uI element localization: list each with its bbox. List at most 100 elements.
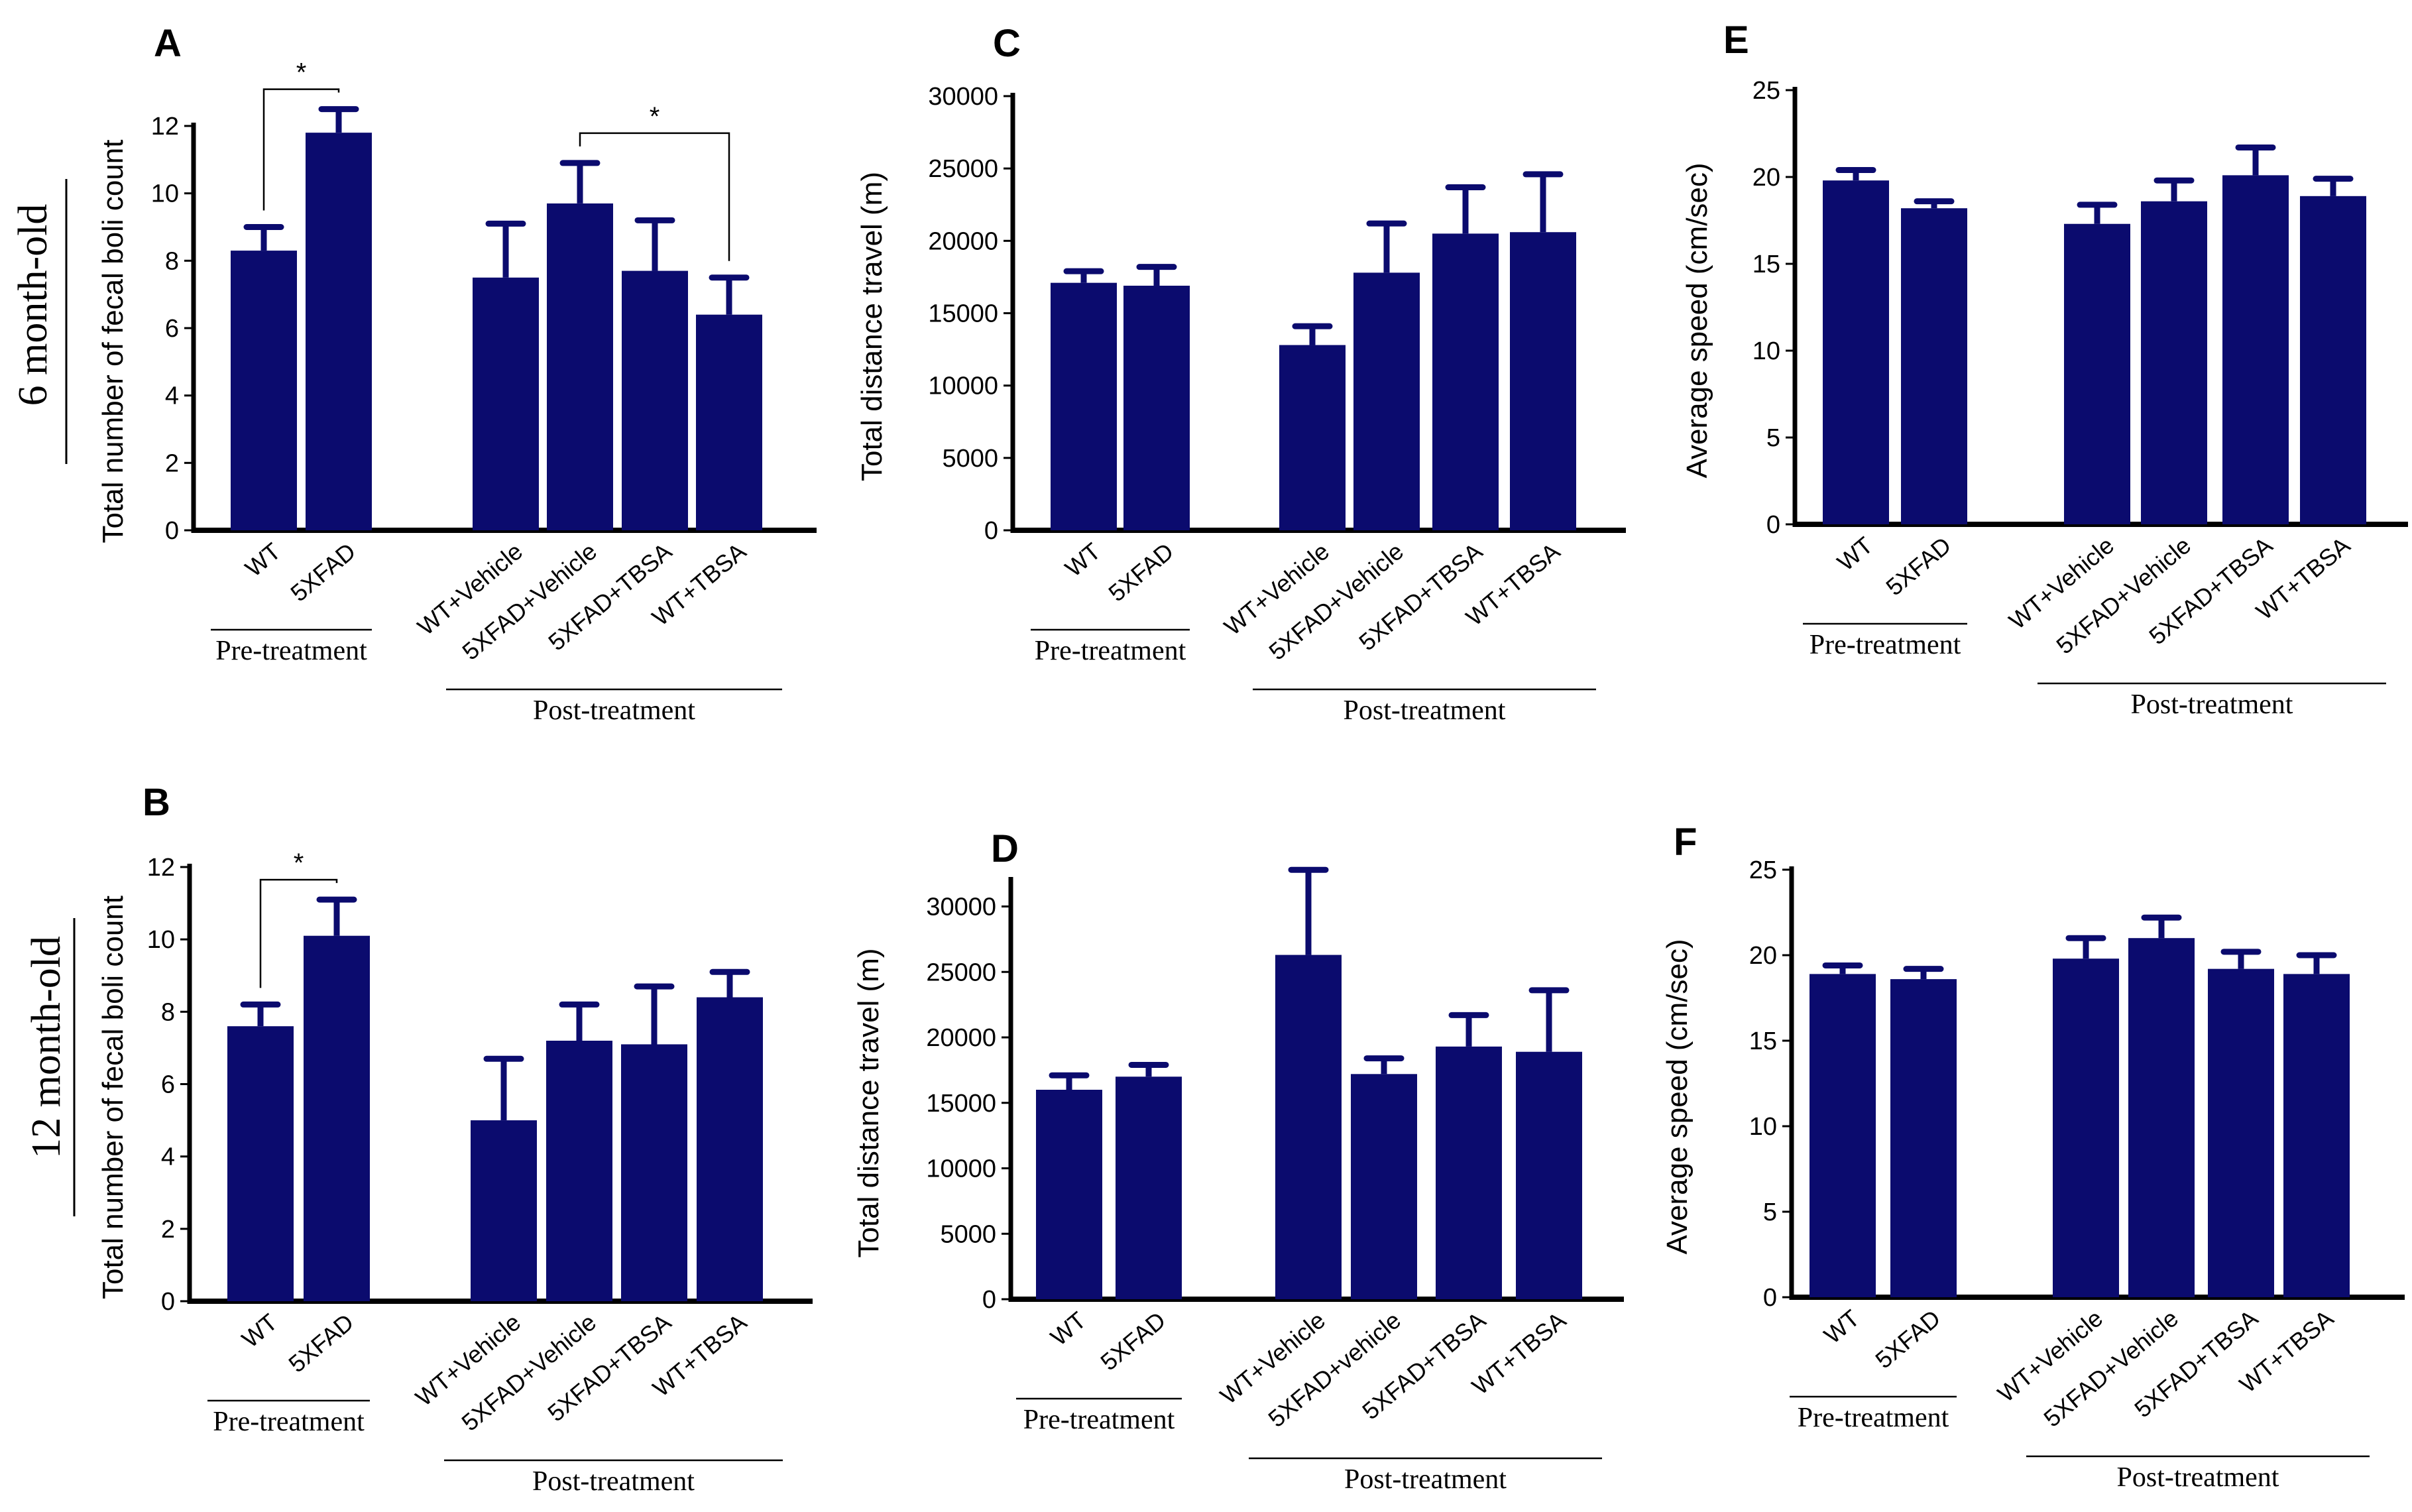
y-tick-label: 10 [1752,337,1780,365]
panel-c: C Total distance travel (m) 0 5000 10000 1500… [856,22,1626,726]
y-tick-label: 10000 [928,373,998,400]
bar [1890,979,1957,1297]
group-label: Post-treatment [2117,1462,2279,1493]
y-tick-label: 0 [1763,1284,1777,1312]
group-label: Post-treatment [2131,689,2293,720]
significance-bracket [579,132,730,261]
bar [1436,1046,1502,1299]
y-tick-label: 10 [147,926,175,954]
y-tick-label: 2 [161,1216,175,1244]
x-tick-label: 5XFAD [283,1308,359,1378]
y-tick-label: 15000 [926,1090,996,1118]
bar [621,1044,687,1301]
x-tick-label: 5XFAD [1095,1307,1171,1376]
x-tick-label: WT [240,538,286,582]
panel-a: A Total number of fecal boli count 0 2 4 6 8 10… [97,22,817,726]
group-label: Post-treatment [1344,695,1506,726]
group-label: Pre-treatment [1798,1403,1949,1433]
y-tick-label: 6 [165,315,179,343]
bar [2064,223,2130,524]
bar [2128,938,2195,1297]
group-label: Pre-treatment [1035,636,1186,666]
y-tick-label: 25000 [928,155,998,183]
significance-marker: * [650,102,660,131]
bar [1353,272,1420,530]
bar [2283,974,2350,1297]
bar [1275,955,1342,1299]
y-tick-label: 20 [1752,164,1780,192]
y-axis-label-e: Average speed (cm/sec) [1681,162,1713,478]
y-tick-label: 0 [1766,511,1780,539]
panel-d: D Total distance travel (m) 0 5000 10000 1500… [852,827,1624,1495]
panel-letter-e: E [1723,19,1749,62]
y-tick-label: 0 [982,1286,996,1314]
y-tick-label: 10 [1749,1113,1777,1141]
group-label: Pre-treatment [213,1407,365,1437]
y-tick-label: 15 [1749,1027,1777,1055]
row-label-6-month-text: 6 month-old [11,204,56,406]
y-tick-label: 10000 [926,1155,996,1183]
x-tick-label: WT [1060,538,1106,582]
x-tick-label: 5XFAD+Vehicle [2038,1305,2183,1432]
y-tick-label: 20000 [928,227,998,255]
bar [2053,959,2119,1297]
bar [2222,175,2289,524]
y-tick-label: 8 [165,247,179,275]
panel-letter-f: F [1674,821,1697,864]
chart-panels: A Total number of fecal boli count 0 2 4 6 8 10… [97,19,2408,1497]
y-tick-label: 6 [161,1071,175,1099]
significance-bracket [259,878,338,988]
significance-marker: * [296,58,307,87]
bar [1279,345,1346,530]
panel-letter-d: D [991,827,1019,870]
panel-letter-b: B [143,781,170,824]
y-tick-label: 20 [1749,942,1777,970]
y-tick-label: 20000 [926,1024,996,1052]
bar [1823,180,1889,524]
row-label-6-month: 6 month-old [11,179,68,464]
y-axis-label-a: Total number of fecal boli count [97,139,129,543]
bar [1051,282,1117,530]
bar [231,251,297,530]
x-tick-label: 5XFAD+Vehicle [457,538,602,666]
x-tick-label: 5XFAD+Vehicle [1263,538,1408,666]
y-tick-label: 10 [151,180,179,208]
x-tick-label: WT [1819,1305,1865,1349]
y-tick-label: 5000 [942,445,998,473]
x-tick-label: WT [1832,532,1878,576]
y-axis-label-b: Total number of fecal boli count [97,896,129,1299]
bar [546,1041,612,1301]
y-tick-label: 15000 [928,300,998,328]
x-tick-label: WT [1045,1307,1091,1351]
panel-b: B Total number of fecal boli count 0 2 4 6 8 10… [97,781,813,1497]
bar [1809,974,1876,1297]
row-label-12-month: 12 month-old [24,918,76,1216]
y-tick-label: 4 [161,1143,175,1171]
group-label: Pre-treatment [1023,1405,1175,1435]
significance-bracket [262,88,340,211]
y-tick-label: 0 [165,517,179,545]
group-label: Pre-treatment [1809,630,1961,660]
y-tick-label: 25 [1752,77,1780,105]
y-tick-label: 5000 [940,1220,996,1248]
panel-letter-a: A [154,22,182,65]
bar [2141,201,2207,524]
y-tick-label: 12 [147,854,175,882]
x-tick-label: 5XFAD [1103,538,1178,607]
y-tick-label: 8 [161,998,175,1026]
x-tick-label: 5XFAD+Vehicle [456,1308,601,1436]
bar [473,277,539,530]
bar [1116,1076,1182,1299]
y-tick-label: 15 [1752,251,1780,278]
bar [1901,208,1967,524]
y-axis-label-f: Average speed (cm/sec) [1661,939,1694,1254]
bar [622,270,688,530]
bar [227,1026,294,1301]
y-tick-label: 30000 [926,894,996,921]
x-tick-label: WT [237,1308,282,1353]
x-tick-label: 5XFAD [285,538,361,607]
group-label: Post-treatment [1344,1464,1507,1495]
